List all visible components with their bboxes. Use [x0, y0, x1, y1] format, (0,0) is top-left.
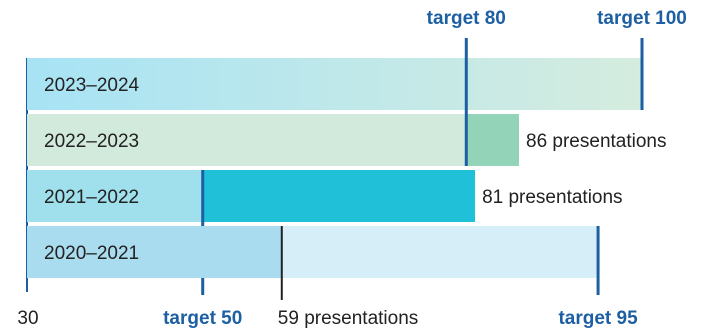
target-zone-2022-2023: [27, 114, 467, 166]
category-label-2021-2022: 2021–2022: [44, 187, 139, 208]
category-label-2020-2021: 2020–2021: [44, 243, 139, 264]
target-zone-2021-2022: [27, 170, 203, 222]
value-label-2022-2023: 86 presentations: [526, 131, 667, 152]
value-label-2020-2021: 59 presentations: [278, 308, 419, 329]
target-label-2020-2021: target 95: [558, 308, 638, 329]
value-label-2021-2022: 81 presentations: [482, 187, 622, 208]
target-bar-2023-2024: [27, 58, 642, 110]
target-label-2022-2023: target 80: [427, 8, 506, 29]
category-label-2023-2024: 2023–2024: [44, 75, 140, 96]
target-label-2021-2022: target 50: [163, 308, 242, 329]
x-axis-min-label: 30: [17, 308, 38, 329]
category-label-2022-2023: 2022–2023: [44, 131, 139, 152]
actual-bar-2020-2021: [27, 226, 282, 278]
bar-rows: target 100 2023–2024 target 80 2022–2023 86 …: [27, 8, 687, 329]
target-label-2023-2024: target 100: [597, 8, 687, 29]
